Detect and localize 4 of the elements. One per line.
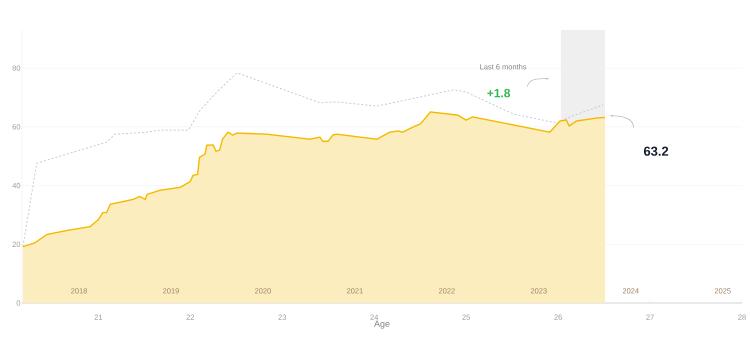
line-series [22, 72, 604, 248]
annotation: 63.2 [644, 146, 668, 156]
annotation: +1.8 [487, 88, 510, 98]
x-axis-title: Age [374, 320, 390, 329]
